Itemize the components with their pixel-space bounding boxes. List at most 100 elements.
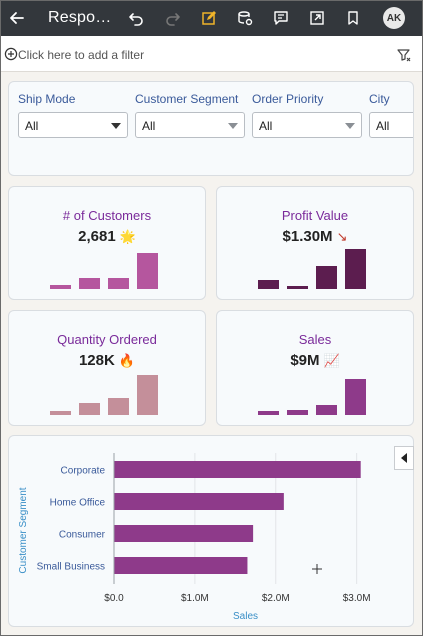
top-toolbar: Respo… [0, 0, 423, 36]
redo-icon [166, 13, 180, 26]
export-button[interactable] [307, 8, 327, 28]
y-axis-title: Customer Segment [18, 487, 29, 573]
chevron-down-icon [345, 123, 355, 129]
narrative-button[interactable] [271, 8, 291, 28]
database-icon [238, 11, 253, 26]
filter-dropdown-panel: Ship Mode All Customer Segment All Order… [8, 81, 414, 176]
sales-by-segment-chart[interactable]: Corporate Home Office Consumer Small Busine… [8, 435, 394, 627]
kpi-sparkbar [50, 284, 71, 289]
kpi-card-quantity[interactable]: Quantity Ordered 128K 🔥 [8, 310, 206, 426]
kpi-card-profit[interactable]: Profit Value $1.30M ↘ [216, 186, 414, 300]
kpi-title: Quantity Ordered [57, 332, 157, 347]
kpi-sparkbars [217, 187, 413, 299]
customer-segment-filter: Customer Segment All [135, 92, 245, 138]
order-priority-select[interactable]: All [252, 112, 362, 138]
x-tick-label: $1.0M [181, 593, 209, 604]
kpi-value: 128K 🔥 [9, 352, 205, 369]
star-icon: 🌟 [119, 229, 136, 244]
avatar[interactable]: AK [383, 7, 405, 29]
kpi-sparkbar [287, 410, 308, 415]
ship-mode-value: All [25, 119, 39, 133]
bookmark-icon [348, 11, 358, 25]
x-tick-label: $2.0M [262, 593, 290, 604]
back-button[interactable] [6, 7, 28, 29]
customer-segment-value: All [142, 119, 156, 133]
kpi-sparkbar [345, 249, 366, 289]
kpi-number: 2,681 [78, 228, 116, 245]
add-filter-prompt[interactable]: Click here to add a filter [18, 48, 145, 62]
kpi-title: Profit Value [281, 208, 349, 223]
kpi-sparkbar [258, 411, 279, 415]
order-priority-value: All [259, 119, 273, 133]
funnel-icon[interactable] [396, 47, 412, 63]
caret-left-icon [401, 453, 407, 463]
fire-icon: 🔥 [118, 353, 136, 368]
undo-button[interactable] [126, 8, 146, 28]
kpi-card-customers[interactable]: # of Customers 2,681 🌟 [8, 186, 206, 300]
category-label: Consumer [59, 530, 106, 541]
chevron-down-icon [111, 123, 121, 129]
edit-button[interactable] [199, 8, 219, 28]
redo-button[interactable] [163, 8, 183, 28]
city-value: All [376, 119, 390, 133]
kpi-title: # of Customers [62, 208, 152, 223]
kpi-number: $1.30M [282, 228, 333, 245]
category-label: Small Business [37, 562, 105, 573]
plus-circle-icon[interactable] [4, 47, 18, 61]
kpi-sparkbar [108, 278, 129, 289]
kpi-card-sales[interactable]: Sales $9M 📈 [216, 310, 414, 426]
kpi-title: Sales [298, 332, 332, 347]
kpi-sparkbars [9, 311, 205, 425]
x-axis-title: Sales [233, 611, 258, 622]
kpi-value: 2,681 🌟 [9, 228, 205, 245]
arrow-left-icon [10, 12, 24, 24]
kpi-sparkbar [108, 397, 129, 415]
kpi-sparkbar [79, 278, 100, 289]
order-priority-filter: Order Priority All [252, 92, 362, 138]
kpi-number: 128K [78, 352, 115, 369]
ship-mode-filter: Ship Mode All [18, 92, 128, 138]
bar [114, 461, 361, 478]
kpi-sparkbar [50, 411, 71, 415]
kpi-value: $9M 📈 [217, 352, 413, 369]
collapse-panel-button[interactable] [394, 446, 414, 470]
category-label: Home Office [50, 498, 106, 509]
customer-segment-label: Customer Segment [135, 92, 239, 106]
kpi-sparkbar [137, 375, 158, 415]
kpi-number: $9M [290, 352, 320, 369]
kpi-sparkbar [345, 379, 366, 415]
crosshair-cursor-icon [312, 564, 322, 574]
bar [114, 525, 254, 542]
filter-bar[interactable]: Click here to add a filter [0, 36, 423, 72]
chevron-down-icon [228, 123, 238, 129]
kpi-sparkbars [217, 311, 413, 425]
kpi-sparkbar [316, 265, 337, 289]
ship-mode-select[interactable]: All [18, 112, 128, 138]
chart-increasing-icon: 📈 [323, 353, 340, 368]
kpi-sparkbars [9, 187, 205, 299]
pencil-edit-icon [202, 11, 216, 25]
bar [114, 493, 284, 510]
trend-down-icon: ↘ [336, 229, 348, 244]
undo-icon [129, 13, 143, 26]
bookmark-button[interactable] [343, 8, 363, 28]
category-label: Corporate [61, 466, 106, 477]
export-icon [310, 11, 324, 25]
city-select[interactable]: All [369, 112, 413, 138]
page-title: Respo… [48, 9, 112, 26]
order-priority-label: Order Priority [252, 92, 324, 106]
kpi-sparkbar [137, 253, 158, 289]
comment-icon [274, 11, 288, 25]
data-button[interactable] [235, 8, 255, 28]
customer-segment-select[interactable]: All [135, 112, 245, 138]
kpi-value: $1.30M ↘ [217, 228, 413, 245]
bar [114, 557, 248, 574]
ship-mode-label: Ship Mode [18, 92, 76, 106]
x-tick-label: $3.0M [343, 593, 371, 604]
kpi-sparkbar [79, 403, 100, 415]
kpi-sparkbar [316, 405, 337, 415]
kpi-sparkbar [287, 285, 308, 289]
city-label: City [369, 92, 390, 106]
x-tick-label: $0.0 [104, 593, 124, 604]
kpi-sparkbar [258, 280, 279, 289]
